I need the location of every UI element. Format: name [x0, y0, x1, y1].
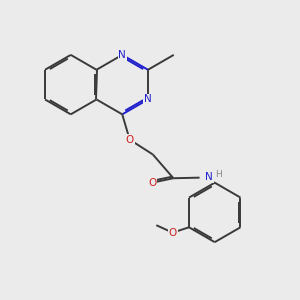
Text: N: N	[205, 172, 213, 182]
Text: O: O	[169, 228, 177, 238]
Text: O: O	[148, 178, 156, 188]
Text: N: N	[118, 50, 126, 60]
Text: O: O	[125, 135, 134, 145]
Text: N: N	[144, 94, 152, 104]
Text: H: H	[214, 169, 221, 178]
